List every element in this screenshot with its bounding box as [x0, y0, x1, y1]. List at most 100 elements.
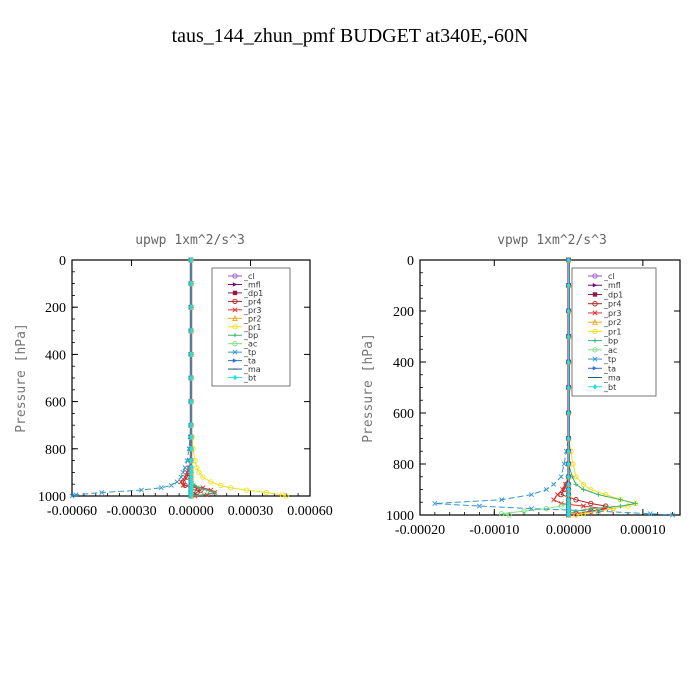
legend-marker [232, 290, 238, 296]
legend-label: _dp1 [603, 290, 623, 299]
y-tick-label: 400 [393, 356, 414, 371]
series-point [618, 497, 623, 502]
series-point [566, 496, 571, 503]
series-point [188, 474, 194, 480]
x-tick-label: 0.00010 [620, 523, 666, 538]
series-point [182, 465, 188, 471]
y-tick-label: 200 [393, 305, 414, 320]
legend-item: _ac [588, 346, 617, 355]
legend-marker [592, 318, 598, 325]
series-tp [69, 257, 194, 499]
series-point [188, 493, 194, 499]
legend-item: _cl [588, 272, 615, 281]
legend-label: _pr3 [603, 309, 621, 318]
series-point [558, 503, 564, 509]
series-point [566, 359, 571, 365]
series-point [566, 333, 571, 340]
panel-title-vpwp: vpwp 1xm^2/s^3 [497, 233, 607, 248]
legend-label: _cl [243, 272, 255, 281]
y-tick-label: 800 [45, 443, 66, 458]
legend-item: _bt [228, 374, 256, 383]
legend-item: _ac [228, 340, 257, 349]
legend-marker [232, 358, 238, 363]
y-tick-label: 200 [45, 301, 66, 316]
legend-marker [232, 324, 238, 330]
series-point [625, 503, 631, 509]
legend-marker [592, 338, 598, 343]
x-tick-label: -0.00010 [469, 523, 519, 538]
legend-label: _ma [603, 374, 621, 383]
series-point [196, 469, 202, 476]
legend-vpwp: _cl_mfl_dp1_pr4_pr3_pr2_pr1_bp_ac_tp_ta_… [571, 267, 657, 397]
legend-label: _pr1 [603, 327, 621, 336]
series-point [188, 257, 194, 263]
series-point [580, 511, 587, 517]
panel-title-upwp: upwp 1xm^2/s^3 [135, 233, 245, 248]
legend-label: _bp [603, 337, 618, 346]
legend-marker [232, 333, 238, 338]
legend-label: _ta [603, 364, 616, 373]
legend-label: _mfl [243, 280, 261, 289]
series-point [158, 485, 164, 491]
legend-marker [592, 310, 598, 316]
series-point [432, 501, 438, 507]
legend-label: _bt [243, 374, 256, 383]
series-point [580, 481, 587, 488]
series-point [558, 491, 564, 498]
legend-item: _pr4 [228, 297, 261, 306]
legend-label: _pr4 [603, 300, 621, 309]
series-point [188, 422, 194, 428]
legend-item: _cl [228, 272, 255, 281]
legend-label: _dp1 [243, 289, 263, 298]
series-point [188, 464, 194, 471]
y-tick-label: 600 [45, 396, 66, 411]
legend-item: _pr1 [228, 323, 261, 332]
series-point [174, 479, 180, 485]
legend-label: _mfl [603, 281, 621, 290]
legend-item: _dp1 [228, 289, 263, 298]
series-point [551, 497, 557, 503]
series-point [588, 500, 594, 507]
legend-item: _mfl [588, 281, 621, 290]
legend-label: _bp [243, 331, 258, 340]
series-point [218, 482, 224, 489]
legend-marker [232, 307, 238, 313]
legend-marker [232, 341, 238, 347]
legend-label: _pr1 [243, 323, 261, 332]
x-tick-label: 0.00000 [546, 523, 592, 538]
legend-marker [592, 283, 598, 288]
series-point [188, 446, 194, 452]
legend-label: _pr3 [243, 306, 261, 315]
series-point [138, 487, 144, 493]
legend-marker [592, 328, 598, 335]
legend-item: _ma [588, 374, 621, 383]
series-point [551, 481, 557, 487]
legend-marker [592, 383, 598, 390]
series-point [188, 479, 194, 485]
y-axis-label-upwp: Pressure [hPa] [14, 323, 29, 433]
series-point [560, 486, 566, 493]
legend-box [211, 267, 291, 387]
series-point [566, 257, 571, 263]
series-point [188, 328, 194, 334]
y-tick-label: 400 [45, 348, 66, 363]
legend-label: _ac [603, 346, 617, 355]
series-pr3 [178, 257, 218, 499]
legend-marker [592, 301, 598, 307]
series-point [200, 474, 206, 480]
series-point [670, 512, 676, 518]
legend-item: _bp [228, 331, 258, 340]
series-point [596, 492, 601, 497]
series-vpwp [432, 256, 676, 518]
series-point [566, 308, 571, 314]
y-tick-label: 0 [407, 254, 414, 269]
series-point [263, 489, 270, 496]
series-point [566, 486, 571, 493]
legend-item: _pr1 [588, 327, 621, 336]
series-point [194, 489, 200, 496]
series-point [566, 481, 571, 488]
series-point [588, 506, 594, 511]
figure-title: taus_144_zhun_pmf BUDGET at340E,-60N [172, 25, 529, 47]
series-point [566, 448, 571, 455]
